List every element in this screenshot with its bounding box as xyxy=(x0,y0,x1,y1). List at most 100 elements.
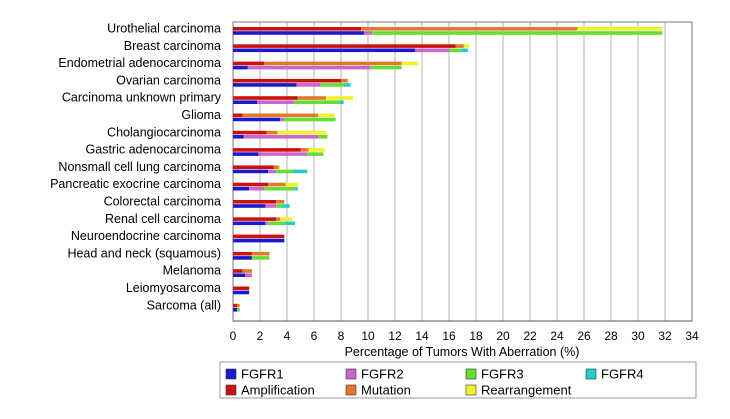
x-tick-label-2: 2 xyxy=(257,329,264,343)
bar-mutation-endometrial-adenocarcinoma xyxy=(264,61,402,66)
bar-amplification-glioma xyxy=(233,113,243,118)
bar-fgfr1-endometrial-adenocarcinoma xyxy=(233,65,248,70)
bar-amplification-neuroendocrine-carcinoma xyxy=(233,234,285,239)
bar-amplification-melanoma xyxy=(233,269,243,273)
category-label-breast-carcinoma: Breast carcinoma xyxy=(124,39,221,53)
category-label-colorectal-carcinoma: Colorectal carcinoma xyxy=(104,195,221,209)
legend-label-fgfr4: FGFR4 xyxy=(601,367,644,382)
bar-rearrangement-endometrial-adenocarcinoma xyxy=(401,61,418,66)
bar-fgfr3-carcinoma-unknown-primary xyxy=(293,100,340,104)
legend-swatch-fgfr3 xyxy=(465,368,477,380)
x-tick-label-24: 24 xyxy=(550,329,564,343)
bar-fgfr2-colorectal-carcinoma xyxy=(265,204,277,208)
bar-fgfr1-urothelial-carcinoma xyxy=(233,31,364,35)
bar-fgfr3-renal-cell-carcinoma xyxy=(268,221,285,226)
legend-box xyxy=(219,361,697,399)
bar-amplification-cholangiocarcinoma xyxy=(233,130,267,135)
bar-fgfr4-renal-cell-carcinoma xyxy=(284,221,296,226)
bar-fgfr2-glioma xyxy=(280,117,285,122)
bar-fgfr2-urothelial-carcinoma xyxy=(363,31,373,35)
bar-mutation-urothelial-carcinoma xyxy=(361,27,578,31)
x-tick-label-34: 34 xyxy=(685,329,699,343)
bar-fgfr1-sarcoma-all xyxy=(233,308,238,312)
bar-fgfr1-carcinoma-unknown-primary xyxy=(233,100,258,104)
legend-swatch-fgfr2 xyxy=(345,368,357,380)
bar-amplification-leiomyosarcoma xyxy=(233,286,250,291)
bar-fgfr2-ovarian-carcinoma xyxy=(296,83,321,87)
bar-fgfr1-renal-cell-carcinoma xyxy=(233,221,266,226)
x-tick-label-8: 8 xyxy=(338,329,345,343)
bar-fgfr2-breast-carcinoma xyxy=(415,48,449,53)
x-tick-label-6: 6 xyxy=(311,329,318,343)
x-tick-label-0: 0 xyxy=(230,329,237,343)
bar-fgfr2-melanoma xyxy=(245,273,252,277)
bar-fgfr3-cholangiocarcinoma xyxy=(318,135,328,139)
x-tick-label-12: 12 xyxy=(388,329,402,343)
bar-fgfr2-pancreatic-exocrine-carcinoma xyxy=(249,186,265,191)
legend-label-fgfr2: FGFR2 xyxy=(361,367,404,382)
legend-swatch-fgfr4 xyxy=(585,368,597,380)
bar-amplification-breast-carcinoma xyxy=(233,44,456,48)
bar-mutation-head-and-neck-squamous xyxy=(251,251,270,256)
bar-fgfr3-ovarian-carcinoma xyxy=(320,83,344,87)
category-label-melanoma: Melanoma xyxy=(163,264,221,278)
x-axis-title: Percentage of Tumors With Aberration (%) xyxy=(345,345,580,359)
bar-rearrangement-gastric-adenocarcinoma xyxy=(308,148,325,152)
bar-fgfr1-colorectal-carcinoma xyxy=(233,204,266,208)
bar-fgfr2-nonsmall-cell-lung-carcinoma xyxy=(268,169,277,174)
legend-swatch-rearrangement xyxy=(465,384,477,396)
bar-mutation-glioma xyxy=(242,113,319,118)
bar-fgfr1-head-and-neck-squamous xyxy=(233,256,252,260)
bar-amplification-head-and-neck-squamous xyxy=(233,251,252,256)
bar-fgfr2-cholangiocarcinoma xyxy=(243,135,319,139)
category-label-gastric-adenocarcinoma: Gastric adenocarcinoma xyxy=(86,143,222,157)
bar-amplification-colorectal-carcinoma xyxy=(233,200,277,204)
bar-fgfr1-neuroendocrine-carcinoma xyxy=(233,238,285,243)
bar-amplification-gastric-adenocarcinoma xyxy=(233,148,301,152)
bar-fgfr4-carcinoma-unknown-primary xyxy=(339,100,344,104)
bar-fgfr3-endometrial-adenocarcinoma xyxy=(370,65,402,70)
bar-fgfr4-breast-carcinoma xyxy=(461,48,468,53)
category-label-cholangiocarcinoma: Cholangiocarcinoma xyxy=(107,125,221,139)
x-tick-label-4: 4 xyxy=(284,329,291,343)
bar-rearrangement-pancreatic-exocrine-carcinoma xyxy=(285,182,298,187)
bar-rearrangement-glioma xyxy=(318,113,335,118)
legend-label-amplification: Amplification xyxy=(241,383,315,398)
legend-swatch-fgfr1 xyxy=(225,368,237,380)
bar-fgfr1-pancreatic-exocrine-carcinoma xyxy=(233,186,250,191)
bar-amplification-endometrial-adenocarcinoma xyxy=(233,61,265,66)
bar-rearrangement-nonsmall-cell-lung-carcinoma xyxy=(278,165,281,169)
bar-fgfr4-ovarian-carcinoma xyxy=(343,83,351,87)
bar-amplification-nonsmall-cell-lung-carcinoma xyxy=(233,165,274,169)
bar-fgfr3-glioma xyxy=(284,117,336,122)
bar-fgfr1-gastric-adenocarcinoma xyxy=(233,152,259,156)
bar-amplification-sarcoma-all xyxy=(233,303,238,308)
bar-fgfr1-glioma xyxy=(233,117,281,122)
x-axis: 0 2 4 6 8 10 12 14 16 18 20 22 24 26 28 30 32 34 xyxy=(230,320,699,343)
bar-mutation-renal-cell-carcinoma xyxy=(276,217,281,221)
bar-amplification-urothelial-carcinoma xyxy=(233,27,362,31)
bar-rearrangement-renal-cell-carcinoma xyxy=(280,217,293,221)
bar-rearrangement-cholangiocarcinoma xyxy=(277,130,327,135)
x-tick-label-30: 30 xyxy=(631,329,645,343)
legend-label-fgfr1: FGFR1 xyxy=(241,367,284,382)
bar-mutation-ovarian-carcinoma xyxy=(341,78,348,83)
legend-label-rearrangement: Rearrangement xyxy=(481,383,572,398)
x-tick-label-20: 20 xyxy=(496,329,510,343)
bar-fgfr1-nonsmall-cell-lung-carcinoma xyxy=(233,169,269,174)
bar-mutation-nonsmall-cell-lung-carcinoma xyxy=(273,165,279,169)
category-label-endometrial-adenocarcinoma: Endometrial adenocarcinoma xyxy=(58,56,221,70)
bar-fgfr3-head-and-neck-squamous xyxy=(251,256,270,260)
bar-fgfr2-carcinoma-unknown-primary xyxy=(257,100,294,104)
bar-fgfr4-colorectal-carcinoma xyxy=(281,204,290,208)
bar-mutation-sarcoma-all xyxy=(237,303,240,308)
bar-mutation-pancreatic-exocrine-carcinoma xyxy=(268,182,286,187)
bar-rearrangement-urothelial-carcinoma xyxy=(577,27,663,31)
bar-fgfr3-gastric-adenocarcinoma xyxy=(307,152,324,156)
category-label-ovarian-carcinoma: Ovarian carcinoma xyxy=(116,73,221,87)
bar-mutation-colorectal-carcinoma xyxy=(276,200,285,204)
bar-mutation-gastric-adenocarcinoma xyxy=(300,148,309,152)
bar-rearrangement-carcinoma-unknown-primary xyxy=(326,96,354,100)
bar-fgfr1-cholangiocarcinoma xyxy=(233,135,244,139)
